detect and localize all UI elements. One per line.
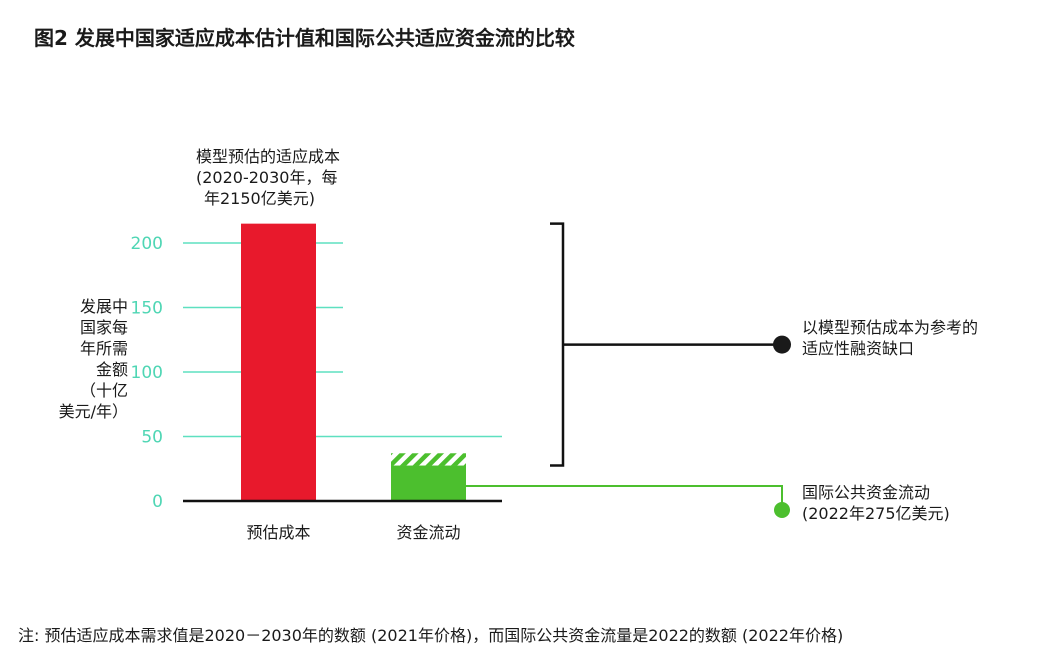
gap-marker-dot bbox=[773, 335, 791, 354]
x-category-label: 资金流动 bbox=[396, 523, 460, 542]
flow-marker-dot bbox=[774, 502, 790, 518]
y-axis-label-line: 美元/年） bbox=[58, 402, 128, 421]
y-axis-label-line: （十亿 bbox=[79, 381, 128, 400]
footnote: 注: 预估适应成本需求值是2020－2030年的数额 (2021年价格)，而国际… bbox=[18, 626, 844, 645]
cost-bar-annotation: 模型预估的适应成本 (2020-2030年，每 年2150亿美元) bbox=[196, 146, 340, 209]
bar-flow-hatched-extension bbox=[391, 453, 466, 466]
gap-bracket bbox=[550, 222, 565, 467]
annotation-line: 模型预估的适应成本 bbox=[196, 147, 341, 166]
flow-connector-line bbox=[466, 485, 783, 510]
y-tick-label: 150 bbox=[131, 299, 163, 319]
y-axis-label-line: 发展中 bbox=[79, 297, 128, 316]
y-tick-label: 50 bbox=[141, 428, 163, 448]
gap-annotation: 以模型预估成本为参考的 适应性融资缺口 bbox=[802, 317, 978, 359]
annotation-line: 以模型预估成本为参考的 bbox=[802, 318, 979, 337]
y-axis-label: 发展中 国家每 年所需 金额 （十亿 美元/年） bbox=[46, 296, 128, 422]
flow-annotation: 国际公共资金流动 (2022年275亿美元) bbox=[802, 482, 950, 524]
annotation-line: 年2150亿美元) bbox=[204, 189, 315, 208]
bar-cost bbox=[241, 223, 316, 501]
x-category-label: 预估成本 bbox=[246, 523, 310, 542]
y-tick-label: 200 bbox=[131, 234, 163, 254]
annotation-line: (2022年275亿美元) bbox=[802, 504, 950, 523]
y-tick-label: 100 bbox=[131, 363, 163, 383]
annotation-line: (2020-2030年，每 bbox=[196, 168, 338, 187]
y-axis-label-line: 国家每 bbox=[79, 318, 128, 337]
y-tick-label: 0 bbox=[152, 492, 163, 512]
bar-flow bbox=[391, 465, 466, 501]
y-axis-label-line: 年所需 bbox=[79, 339, 128, 358]
annotation-line: 国际公共资金流动 bbox=[802, 483, 931, 502]
chart-title: 图2 发展中国家适应成本估计值和国际公共适应资金流的比较 bbox=[34, 26, 575, 50]
y-axis-label-line: 金额 bbox=[95, 360, 128, 379]
annotation-line: 适应性融资缺口 bbox=[802, 339, 915, 358]
